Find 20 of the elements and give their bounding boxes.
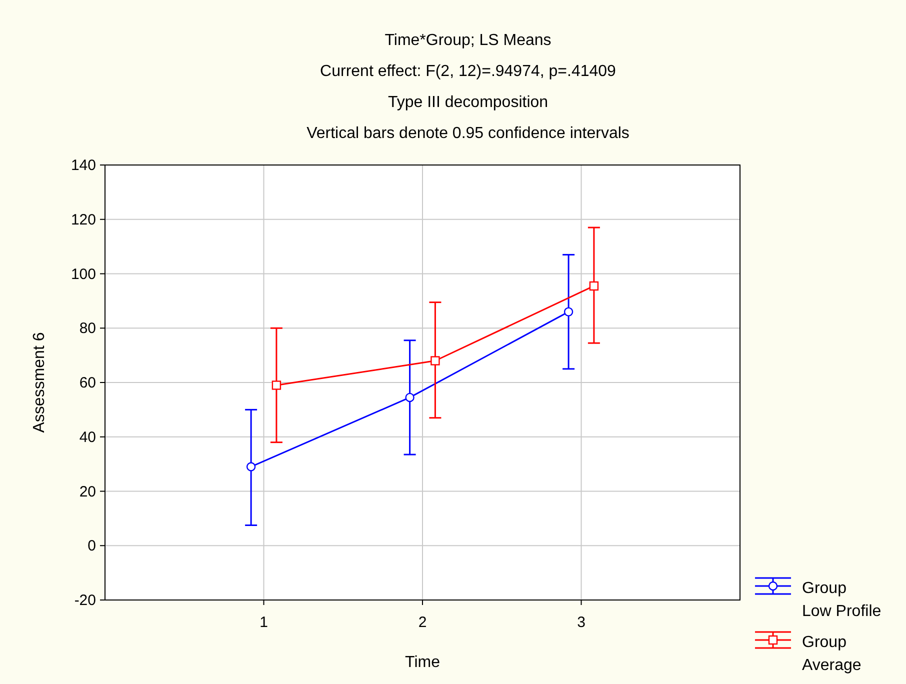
- y-axis-title: Assessment 6: [31, 332, 48, 433]
- legend-label: Group Average: [802, 634, 862, 674]
- x-tick-label: 1: [260, 614, 268, 631]
- chart-subtitle: Current effect: F(2, 12)=.94974, p=.41409: [320, 63, 616, 80]
- y-tick-label: 140: [70, 157, 96, 174]
- y-tick-label: 120: [70, 211, 96, 228]
- x-tick-label: 2: [418, 614, 427, 631]
- x-tick-label: 3: [577, 614, 586, 631]
- y-tick-label: 60: [79, 374, 96, 392]
- y-tick-label: 100: [70, 266, 96, 283]
- y-tick-label: 80: [79, 320, 96, 338]
- text: Type III decomposition: [388, 94, 548, 111]
- legend-label: Group Low Profile: [802, 580, 882, 620]
- y-tick-label: -20: [74, 592, 96, 609]
- text: Vertical bars denote 0.95 confidence intervals: [306, 125, 630, 142]
- chart-title: Time*Group; LS Means: [384, 32, 552, 49]
- y-tick-label: 20: [79, 483, 96, 500]
- y-tick-label: 0: [88, 538, 96, 555]
- x-axis-title: Time: [405, 654, 440, 671]
- y-tick-label: 40: [79, 428, 96, 446]
